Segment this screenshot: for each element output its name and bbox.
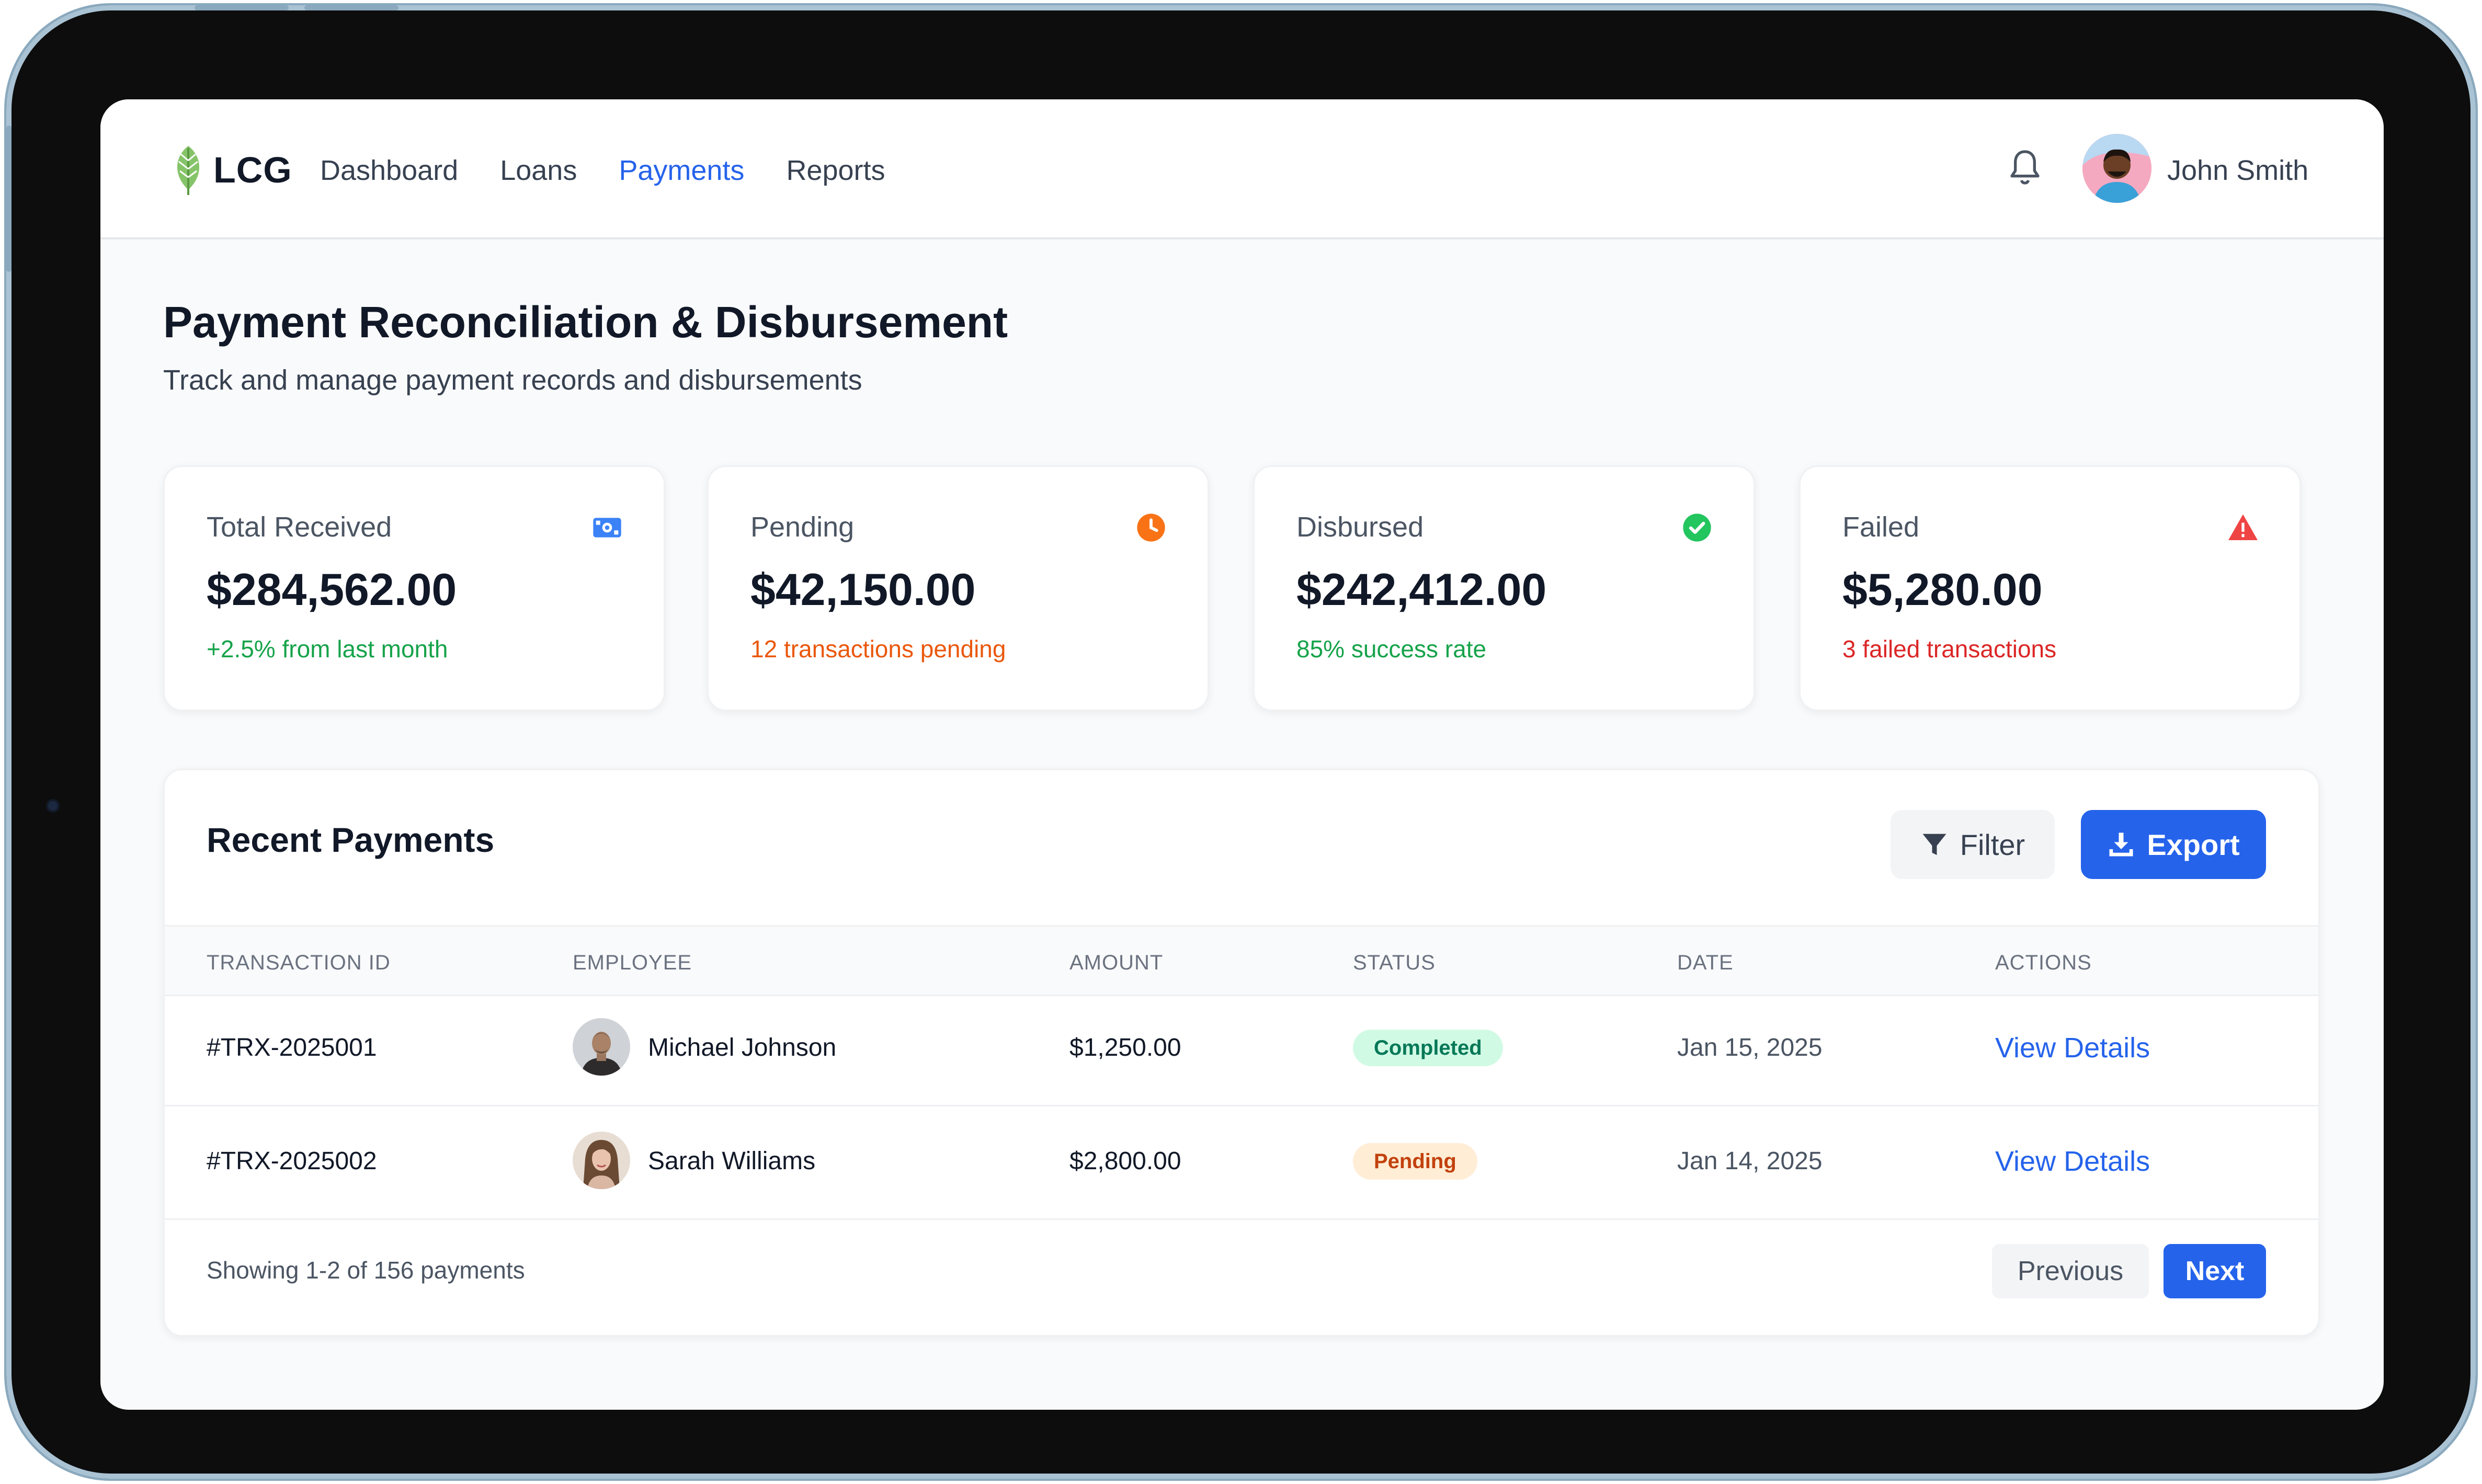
stat-card-pending: Pending $42,150.00 12 transactions pendi… — [707, 465, 1209, 711]
top-navbar: LCG Dashboard Loans Payments Reports — [100, 99, 2384, 239]
table-row: #TRX-2025002 Sarah Williams $2,800.00 Pe… — [165, 1106, 2318, 1220]
table-header: TRANSACTION ID EMPLOYEE AMOUNT STATUS DA… — [165, 925, 2318, 996]
warning-icon — [2228, 514, 2258, 540]
column-header-status: STATUS — [1353, 951, 1436, 974]
clock-icon — [1137, 513, 1165, 542]
stat-value: $5,280.00 — [1842, 565, 2043, 615]
main-nav: Dashboard Loans Payments Reports — [320, 150, 927, 191]
pagination-summary: Showing 1-2 of 156 payments — [207, 1257, 525, 1284]
page-subtitle: Track and manage payment records and dis… — [163, 364, 862, 396]
front-camera — [48, 801, 58, 811]
filter-button-label: Filter — [1960, 828, 2025, 861]
leaf-icon — [177, 146, 200, 195]
employee-avatar — [573, 1132, 630, 1189]
stat-note: 85% success rate — [1296, 635, 1487, 663]
panel-title: Recent Payments — [207, 820, 495, 859]
device-volume-button — [195, 5, 289, 10]
stat-value: $42,150.00 — [750, 565, 976, 615]
tablet-frame: LCG Dashboard Loans Payments Reports — [6, 5, 2476, 1479]
nav-link-reports[interactable]: Reports — [786, 155, 885, 186]
stat-card-total-received: Total Received $284,562.00 +2.5% from la… — [163, 465, 665, 711]
previous-page-button[interactable]: Previous — [1992, 1244, 2149, 1298]
user-name[interactable]: John Smith — [2167, 155, 2309, 186]
stat-card-disbursed: Disbursed $242,412.00 85% success rate — [1253, 465, 1755, 711]
export-button-label: Export — [2147, 828, 2240, 861]
nav-link-loans[interactable]: Loans — [500, 155, 577, 186]
brand-logo[interactable]: LCG — [168, 141, 292, 199]
column-header-transaction-id: TRANSACTION ID — [207, 951, 391, 974]
stat-note: 12 transactions pending — [750, 635, 1006, 663]
column-header-actions: ACTIONS — [1995, 951, 2092, 974]
payment-amount: $1,250.00 — [1069, 1034, 1181, 1061]
payment-date: Jan 14, 2025 — [1677, 1147, 1823, 1175]
brand-name: LCG — [213, 150, 292, 190]
stat-card-failed: Failed $5,280.00 3 failed transactions — [1799, 465, 2301, 711]
nav-link-payments[interactable]: Payments — [619, 155, 745, 186]
device-volume-button — [304, 5, 399, 10]
download-icon — [2109, 832, 2133, 857]
filter-icon — [1922, 834, 1946, 855]
check-circle-icon — [1683, 513, 1711, 542]
bell-icon[interactable] — [2004, 146, 2046, 188]
export-button[interactable]: Export — [2081, 810, 2266, 879]
column-header-date: DATE — [1677, 951, 1734, 974]
employee-avatar — [573, 1018, 630, 1076]
status-badge: Completed — [1353, 1030, 1503, 1066]
employee-name: Sarah Williams — [648, 1147, 816, 1175]
app-screen: LCG Dashboard Loans Payments Reports — [100, 99, 2384, 1410]
money-bill-icon — [593, 518, 621, 538]
payment-amount: $2,800.00 — [1069, 1147, 1181, 1175]
stat-value: $242,412.00 — [1296, 565, 1547, 615]
table-row: #TRX-2025001 Michael Johnson $1,250.00 C… — [165, 993, 2318, 1106]
stat-label: Pending — [750, 511, 855, 543]
column-header-amount: AMOUNT — [1069, 951, 1164, 974]
stat-note: +2.5% from last month — [207, 635, 448, 663]
device-side-button — [6, 125, 12, 272]
stat-label: Failed — [1842, 511, 1920, 543]
view-details-link[interactable]: View Details — [1995, 1146, 2150, 1177]
view-details-link[interactable]: View Details — [1995, 1032, 2150, 1064]
nav-link-dashboard[interactable]: Dashboard — [320, 155, 459, 186]
stat-value: $284,562.00 — [207, 565, 457, 615]
stat-note: 3 failed transactions — [1842, 635, 2057, 663]
column-header-employee: EMPLOYEE — [573, 951, 692, 974]
page-title: Payment Reconciliation & Disbursement — [163, 298, 1008, 347]
employee-name: Michael Johnson — [648, 1034, 837, 1061]
payment-date: Jan 15, 2025 — [1677, 1034, 1823, 1061]
status-badge: Pending — [1353, 1143, 1477, 1180]
stat-label: Total Received — [207, 511, 392, 543]
recent-payments-panel: Recent Payments Filter Export TRANSACTIO… — [163, 769, 2320, 1337]
transaction-id: #TRX-2025001 — [207, 1034, 377, 1061]
stat-label: Disbursed — [1296, 511, 1424, 543]
user-avatar[interactable] — [2082, 134, 2151, 203]
filter-button[interactable]: Filter — [1891, 810, 2055, 879]
transaction-id: #TRX-2025002 — [207, 1147, 377, 1175]
next-page-button[interactable]: Next — [2164, 1244, 2266, 1298]
